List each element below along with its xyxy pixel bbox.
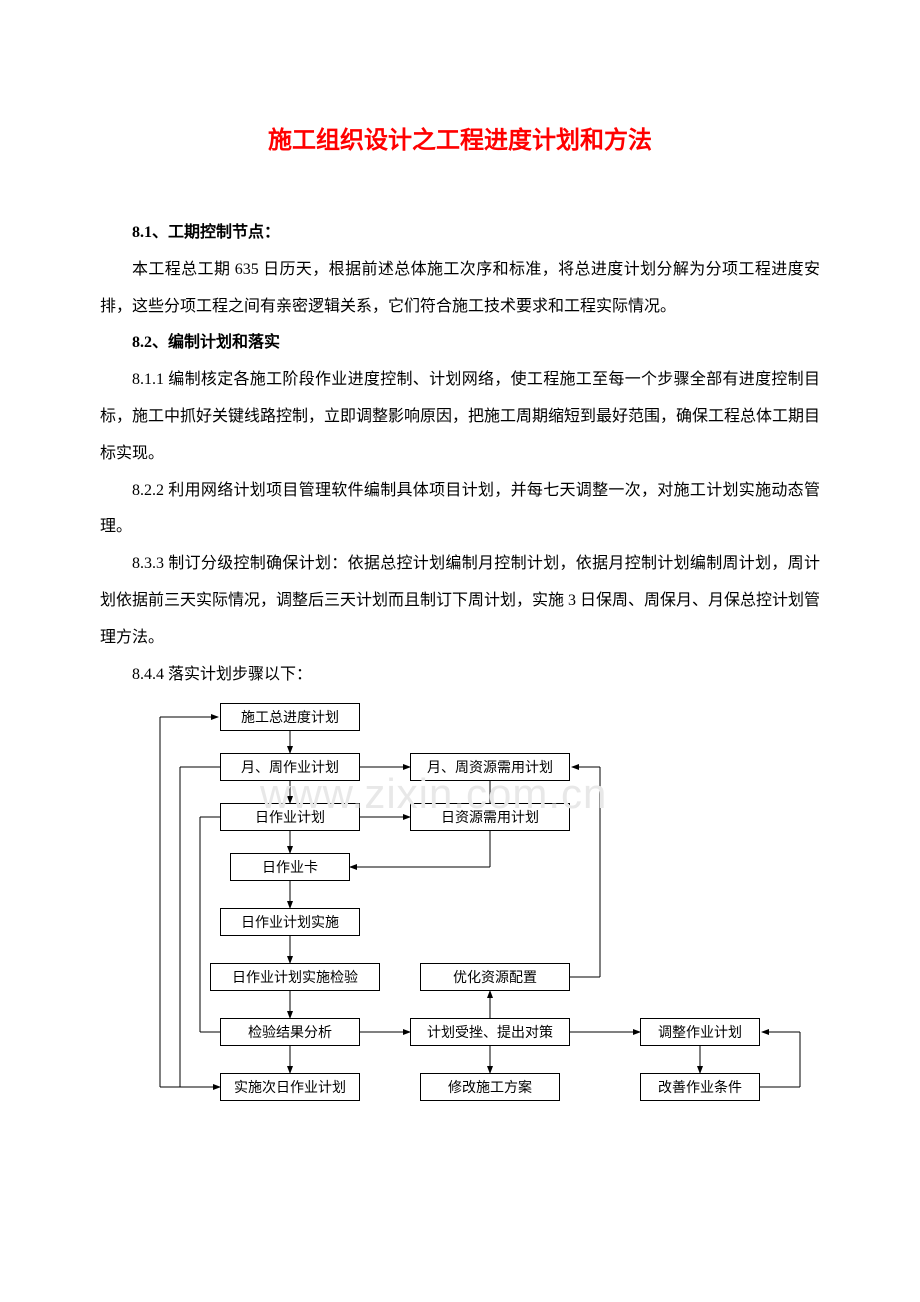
para-8-2-4: 8.4.4 落实计划步骤以下： (100, 657, 820, 694)
para-8-2-1: 8.1.1 编制核定各施工阶段作业进度控制、计划网络，使工程施工至每一个步骤全部… (100, 362, 820, 472)
para-8-1-1: 本工程总工期 635 日历天，根据前述总体施工次序和标准，将总进度计划分解为分项… (100, 252, 820, 326)
flowchart: 施工总进度计划 月、周作业计划 月、周资源需用计划 日作业计划 日资源需用计划 … (100, 703, 820, 1133)
para-8-2-3: 8.3.3 制订分级控制确保计划：依据总控计划编制月控制计划，依据月控制计划编制… (100, 546, 820, 656)
flow-node-check-analysis: 检验结果分析 (220, 1018, 360, 1046)
flow-node-adjust-plan: 调整作业计划 (640, 1018, 760, 1046)
para-8-2-2: 8.2.2 利用网络计划项目管理软件编制具体项目计划，并每七天调整一次，对施工计… (100, 473, 820, 547)
flow-node-day-card: 日作业卡 (230, 853, 350, 881)
flow-node-master-plan: 施工总进度计划 (220, 703, 360, 731)
flow-node-plan-blocked: 计划受挫、提出对策 (410, 1018, 570, 1046)
flow-node-month-week-plan: 月、周作业计划 (220, 753, 360, 781)
flow-node-optimize-resource: 优化资源配置 (420, 963, 570, 991)
section-8-1-head: 8.1、工期控制节点： (100, 215, 820, 252)
flow-node-day-impl: 日作业计划实施 (220, 908, 360, 936)
flow-node-improve-condition: 改善作业条件 (640, 1073, 760, 1101)
flow-node-day-check: 日作业计划实施检验 (210, 963, 380, 991)
document-title: 施工组织设计之工程进度计划和方法 (100, 120, 820, 155)
flow-node-month-week-resource: 月、周资源需用计划 (410, 753, 570, 781)
section-8-2-head: 8.2、编制计划和落实 (100, 325, 820, 362)
flow-node-next-day: 实施次日作业计划 (220, 1073, 360, 1101)
flow-node-day-resource: 日资源需用计划 (410, 803, 570, 831)
flow-node-modify-scheme: 修改施工方案 (420, 1073, 560, 1101)
flow-node-day-plan: 日作业计划 (220, 803, 360, 831)
